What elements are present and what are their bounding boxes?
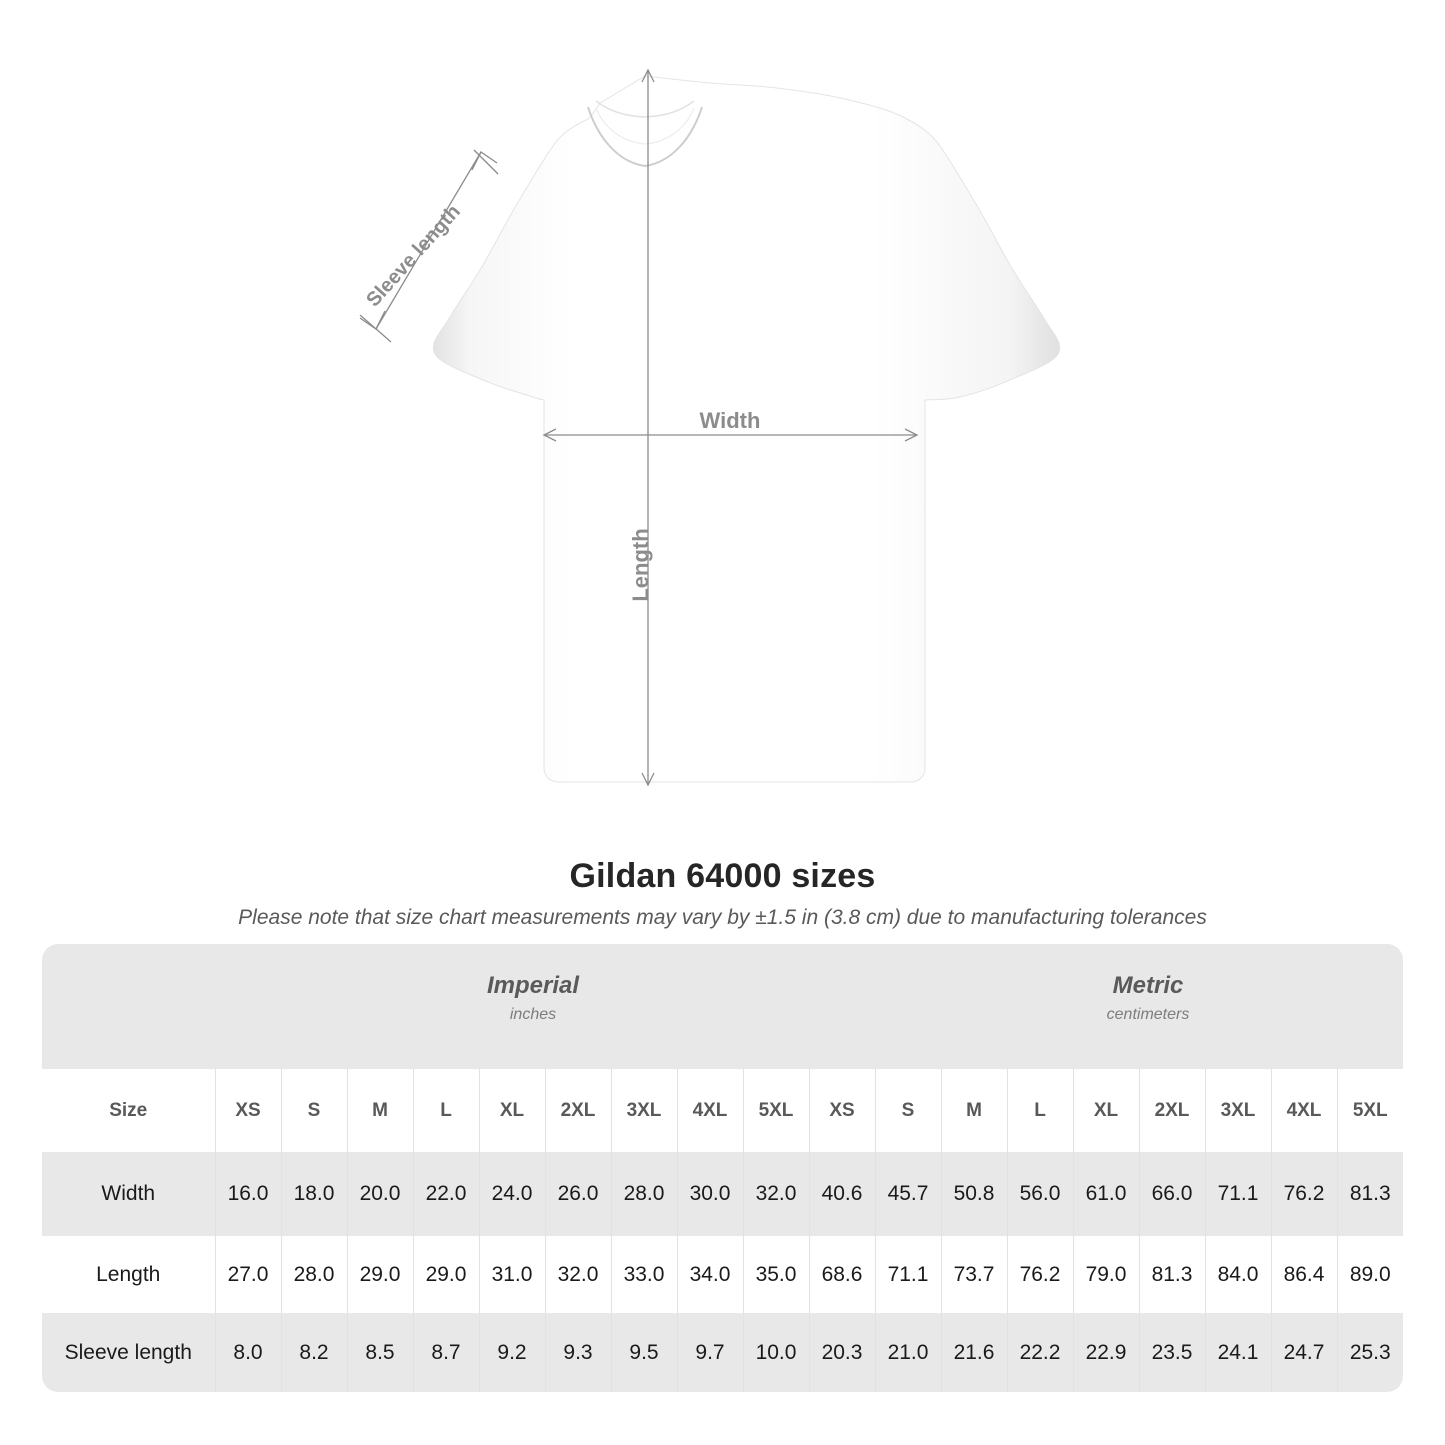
svg-text:Sleeve length: Sleeve length: [362, 201, 465, 312]
svg-text:Width: Width: [700, 408, 761, 433]
svg-text:Length: Length: [628, 528, 653, 601]
